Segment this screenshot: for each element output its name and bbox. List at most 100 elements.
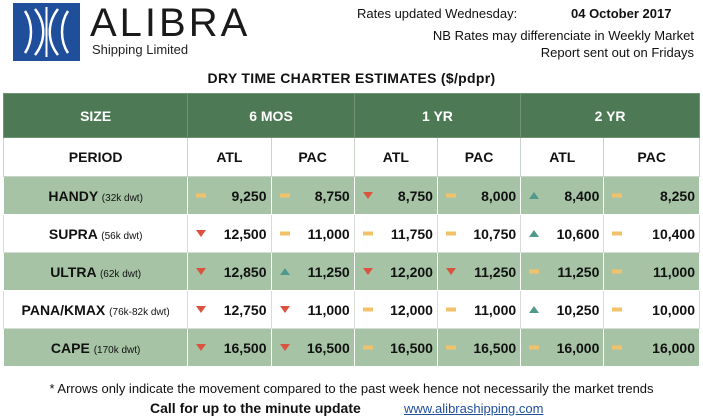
col-header-pac: PAC	[270, 137, 355, 177]
vessel-size-name: SUPRA	[48, 225, 98, 242]
rate-cell: 12,850	[187, 252, 272, 291]
rate-value: 10,600	[556, 225, 600, 242]
rate-value: 16,500	[223, 339, 267, 356]
dash-icon	[362, 306, 373, 313]
table-title: DRY TIME CHARTER ESTIMATES ($/pdpr)	[207, 70, 496, 86]
rate-value: 16,500	[390, 339, 433, 356]
rate-value: 12,000	[390, 301, 433, 318]
dash-icon	[612, 230, 623, 237]
dash-icon	[196, 192, 207, 199]
rate-value: 10,400	[652, 225, 695, 242]
rate-value: 11,000	[307, 301, 350, 318]
rate-cell: 11,000	[603, 252, 700, 291]
rate-value: 12,200	[390, 263, 433, 280]
vessel-size-dwt: (62k dwt)	[99, 268, 142, 280]
nb-note-line1: NB Rates may differenciate in Weekly Mar…	[432, 28, 694, 43]
column-header-row: PERIOD ATL PAC ATL PAC ATL PAC	[2, 137, 700, 177]
rate-cell: 11,250	[520, 252, 605, 291]
dash-icon	[279, 192, 290, 199]
rate-cell: 16,500	[187, 328, 272, 367]
dash-icon	[612, 306, 623, 313]
period-1yr-header: 1 YR	[353, 93, 522, 138]
rates-updated-label: Rates updated Wednesday:	[357, 6, 518, 21]
rate-value: 10,250	[556, 301, 600, 318]
rate-cell: 11,750	[353, 214, 438, 253]
triangle-down-icon	[196, 344, 207, 351]
alibra-logo-icon	[13, 3, 80, 61]
col-header-pac: PAC	[603, 137, 700, 177]
rate-value: 12,750	[223, 301, 267, 318]
dash-icon	[362, 230, 373, 237]
footnote: * Arrows only indicate the movement comp…	[49, 381, 654, 396]
rate-cell: 11,250	[270, 252, 355, 291]
table-row: ULTRA (62k dwt) 12,850 11,250 12,200 11,250 1…	[2, 252, 700, 291]
table-row: PANA/KMAX (76k-82k dwt) 12,750 11,000 12,00…	[2, 290, 700, 329]
rate-cell: 11,250	[436, 252, 522, 291]
dash-icon	[445, 306, 456, 313]
dash-icon	[612, 344, 623, 351]
rate-value: 11,000	[307, 225, 350, 242]
rate-value: 11,250	[307, 263, 350, 280]
rate-cell: 11,000	[270, 290, 355, 329]
rate-value: 11,000	[474, 301, 517, 318]
vessel-size-name: ULTRA	[50, 263, 97, 280]
rate-cell: 16,000	[520, 328, 605, 367]
period-header: PERIOD	[2, 137, 189, 177]
triangle-down-icon	[362, 192, 373, 199]
col-header-atl: ATL	[520, 137, 605, 177]
rate-cell: 12,200	[353, 252, 438, 291]
dash-icon	[529, 268, 540, 275]
table-row: CAPE (170k dwt) 16,500 16,500 16,500 16,500 1…	[2, 328, 700, 367]
rate-value: 10,750	[473, 225, 517, 242]
call-to-action: Call for up to the minute update	[150, 400, 361, 416]
vessel-size-name: PANA/KMAX	[21, 301, 106, 318]
triangle-down-icon	[362, 268, 373, 275]
rate-cell: 12,000	[353, 290, 438, 329]
rate-cell: 8,400	[520, 176, 605, 215]
rate-value: 10,000	[652, 301, 695, 318]
brand-name: ALIBRA	[90, 1, 251, 45]
rate-value: 11,750	[390, 225, 433, 242]
rate-cell: 10,400	[603, 214, 700, 253]
rate-cell: 11,000	[436, 290, 522, 329]
size-header-row: SIZE 6 MOS 1 YR 2 YR	[2, 93, 700, 138]
rate-value: 8,000	[481, 187, 517, 204]
vessel-size-dwt: (32k dwt)	[101, 192, 143, 204]
rates-updated-date: 04 October 2017	[571, 6, 672, 21]
brand-subtitle: Shipping Limited	[92, 42, 189, 57]
rate-value: 8,750	[314, 187, 350, 204]
dash-icon	[445, 230, 456, 237]
rate-value: 16,500	[473, 339, 517, 356]
triangle-up-icon	[529, 230, 540, 237]
rate-value: 16,500	[306, 339, 350, 356]
triangle-down-icon	[196, 306, 207, 313]
col-header-pac: PAC	[436, 137, 522, 177]
rate-value: 12,500	[223, 225, 267, 242]
triangle-down-icon	[196, 268, 207, 275]
triangle-down-icon	[279, 306, 290, 313]
rate-cell: 11,000	[270, 214, 355, 253]
dash-icon	[529, 344, 540, 351]
rate-cell: 12,750	[187, 290, 272, 329]
rates-table: SIZE 6 MOS 1 YR 2 YR PERIOD ATL PAC ATL …	[2, 93, 700, 367]
rate-value: 12,850	[223, 263, 267, 280]
dash-icon	[362, 344, 373, 351]
vessel-size-cell: SUPRA (56k dwt)	[2, 214, 189, 253]
vessel-size-name: HANDY	[48, 187, 98, 204]
period-6mos-header: 6 MOS	[187, 93, 355, 138]
rate-cell: 9,250	[187, 176, 272, 215]
rate-value: 11,000	[652, 263, 695, 280]
vessel-size-cell: CAPE (170k dwt)	[2, 328, 189, 367]
col-header-atl: ATL	[187, 137, 272, 177]
rate-value: 16,000	[652, 339, 695, 356]
vessel-size-cell: HANDY (32k dwt)	[2, 176, 189, 215]
rate-cell: 8,250	[603, 176, 700, 215]
triangle-up-icon	[529, 306, 540, 313]
rate-value: 8,400	[564, 187, 600, 204]
website-link[interactable]: www.alibrashipping.com	[404, 401, 544, 416]
triangle-down-icon	[279, 344, 290, 351]
dash-icon	[279, 230, 290, 237]
rate-value: 9,250	[231, 187, 267, 204]
rate-cell: 16,000	[603, 328, 700, 367]
rates-body: HANDY (32k dwt) 9,250 8,750 8,750 8,000 8,400…	[2, 176, 700, 367]
